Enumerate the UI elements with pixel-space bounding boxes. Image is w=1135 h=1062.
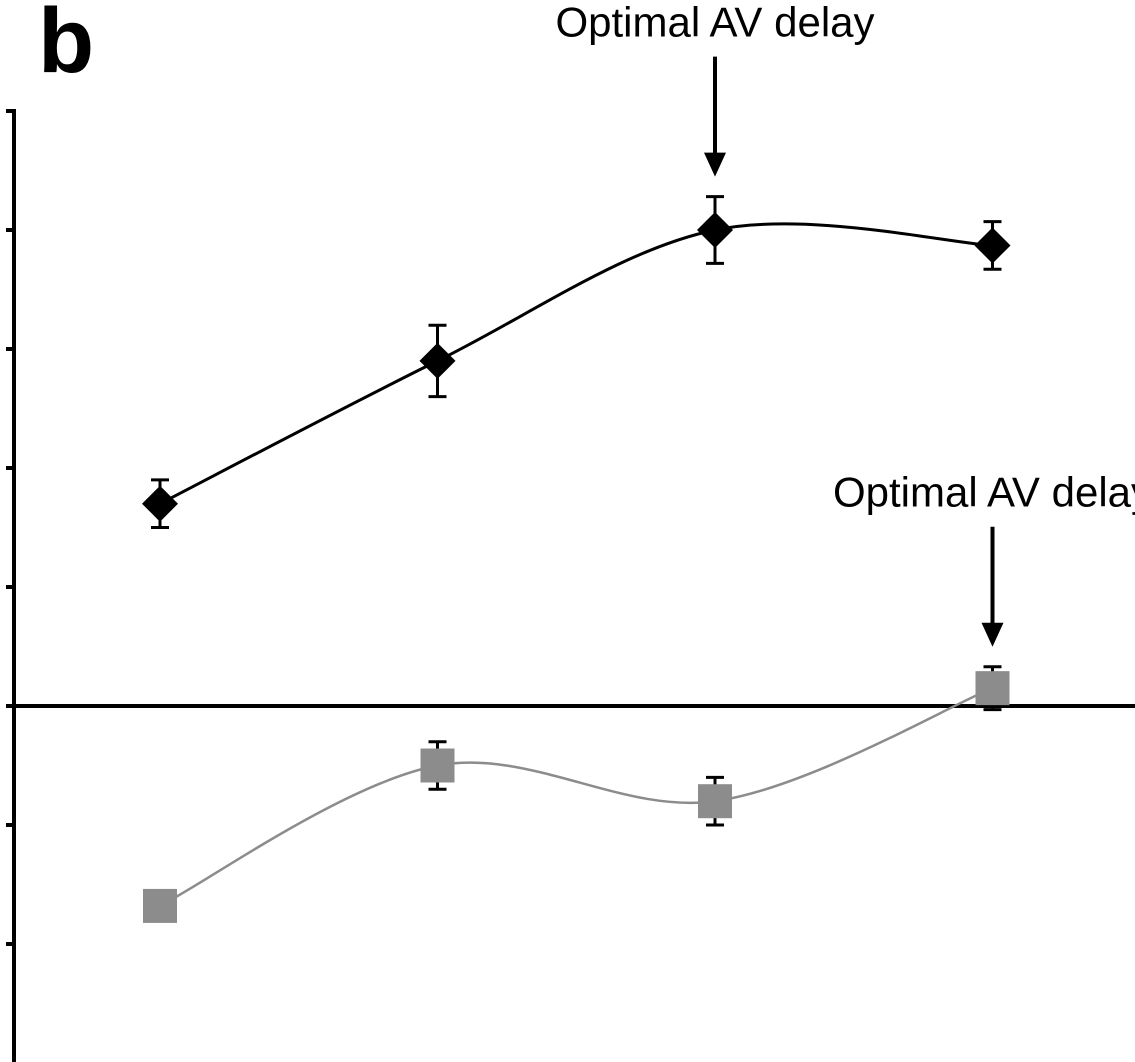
annotation-1: Optimal AV delay — [555, 0, 875, 177]
annotation-2: Optimal AV delay — [833, 469, 1135, 647]
annotation-arrow-head — [704, 152, 726, 177]
data-point-diamond — [142, 485, 178, 522]
data-point-diamond — [974, 227, 1011, 264]
series-1 — [142, 195, 1011, 529]
data-point-square — [143, 888, 177, 923]
panel-label: b — [38, 0, 94, 92]
series-1-line — [159, 222, 993, 506]
data-point-diamond — [419, 342, 456, 379]
annotation-arrow-head — [981, 622, 1004, 647]
axis-layer — [6, 109, 1135, 1062]
data-point-square — [420, 748, 455, 783]
annotation-label: Optimal AV delay — [833, 469, 1135, 516]
series-2-line — [159, 686, 993, 908]
annotation-label: Optimal AV delay — [555, 0, 874, 46]
data-point-square — [975, 671, 1010, 706]
data-point-diamond — [697, 212, 733, 248]
data-point-square — [698, 784, 732, 819]
series-layer — [142, 195, 1011, 923]
annotation-layer: Optimal AV delay Optimal AV delay — [555, 0, 1135, 647]
series-2 — [143, 665, 1010, 923]
